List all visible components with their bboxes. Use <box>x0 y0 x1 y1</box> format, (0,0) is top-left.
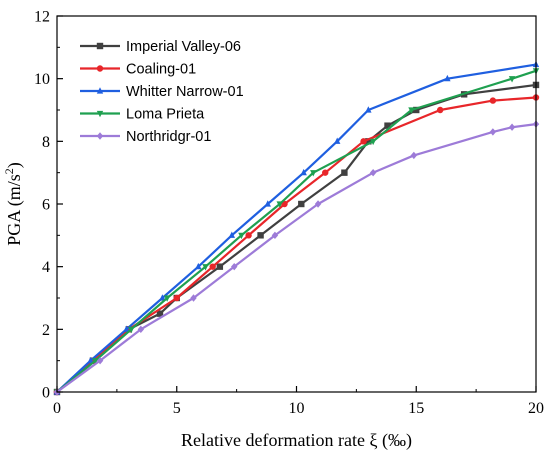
data-point <box>413 106 420 114</box>
data-point <box>202 264 209 271</box>
legend-label: Coaling-01 <box>126 62 196 78</box>
ticks-layer: 0 5 10 15 20 0 2 4 6 8 10 12 <box>34 9 544 418</box>
data-point <box>314 200 322 208</box>
series-line <box>56 123 537 393</box>
series-layer <box>53 60 540 396</box>
legend-marker <box>96 132 104 140</box>
legend: Imperial Valley-06 Coaling-01 Whitter Narr… <box>80 39 244 145</box>
y-tick-label: 4 <box>42 259 50 276</box>
data-point <box>190 294 197 302</box>
series-line <box>56 63 537 393</box>
legend-item: Whitter Narrow-01 <box>80 84 244 100</box>
data-point <box>257 232 264 239</box>
y-tick-label: 6 <box>42 197 50 214</box>
data-point <box>228 231 236 238</box>
data-point <box>195 262 202 270</box>
data-point <box>264 200 271 207</box>
data-point <box>300 168 307 176</box>
y-axis-title-sup: 2 <box>2 168 16 174</box>
legend-item: Loma Prieta <box>80 107 205 123</box>
data-point <box>231 262 238 271</box>
data-point <box>365 106 372 113</box>
data-point <box>238 232 245 240</box>
legend-label: Northridgr-01 <box>126 129 211 145</box>
legend-marker <box>96 87 104 94</box>
y-axis-title-end: ) <box>4 162 25 168</box>
data-point <box>410 151 418 160</box>
data-point <box>310 170 317 177</box>
y-tick-label: 12 <box>34 9 50 26</box>
data-point <box>341 169 348 176</box>
legend-item: Northridgr-01 <box>80 129 211 145</box>
data-point <box>508 123 516 131</box>
data-point <box>96 356 104 365</box>
y-tick-label: 10 <box>34 71 50 88</box>
data-point <box>276 201 283 208</box>
data-point <box>216 263 224 270</box>
y-tick-label: 0 <box>42 385 50 402</box>
y-tick-label: 8 <box>42 134 50 151</box>
x-tick-label: 20 <box>528 400 544 417</box>
series-line <box>56 69 537 393</box>
data-point <box>87 356 94 364</box>
data-point <box>365 138 372 145</box>
data-point <box>298 200 305 208</box>
data-point <box>444 74 451 82</box>
data-point <box>437 106 444 114</box>
data-point <box>508 76 516 83</box>
legend-label: Whitter Narrow-01 <box>126 84 244 100</box>
legend-marker <box>96 110 104 118</box>
data-point <box>369 168 377 177</box>
x-tick-label: 0 <box>53 400 61 417</box>
x-tick-label: 15 <box>408 400 424 417</box>
legend-item: Imperial Valley-06 <box>80 39 241 55</box>
data-point <box>360 138 367 145</box>
y-axis-title: PGA (m/s2) <box>2 162 25 246</box>
x-tick-label: 10 <box>289 400 305 417</box>
data-point <box>271 231 279 240</box>
data-point <box>159 294 166 301</box>
data-point <box>173 294 180 302</box>
series-line <box>56 96 537 393</box>
data-point <box>209 263 216 270</box>
data-point <box>408 107 415 114</box>
data-point <box>128 326 135 334</box>
data-point <box>489 128 497 136</box>
data-point <box>245 232 252 239</box>
x-axis-title: Relative deformation rate ξ (‰) <box>181 430 412 451</box>
x-tick-label: 5 <box>173 400 181 417</box>
data-point <box>163 295 171 302</box>
data-point <box>137 325 145 334</box>
y-tick-label: 2 <box>42 322 50 339</box>
data-point <box>123 325 130 332</box>
legend-marker <box>96 42 104 50</box>
data-point <box>92 358 99 365</box>
data-point <box>334 137 341 144</box>
data-point <box>156 310 164 317</box>
data-point <box>384 122 391 129</box>
data-point <box>489 97 497 104</box>
legend-label: Loma Prieta <box>126 107 205 123</box>
data-point <box>322 169 329 176</box>
legend-item: Coaling-01 <box>80 62 196 78</box>
y-axis-title-main: PGA (m/s <box>4 174 25 246</box>
legend-marker <box>96 65 104 72</box>
series-northridgr-01 <box>53 120 540 396</box>
data-point <box>369 138 377 146</box>
legend-label: Imperial Valley-06 <box>126 39 241 55</box>
